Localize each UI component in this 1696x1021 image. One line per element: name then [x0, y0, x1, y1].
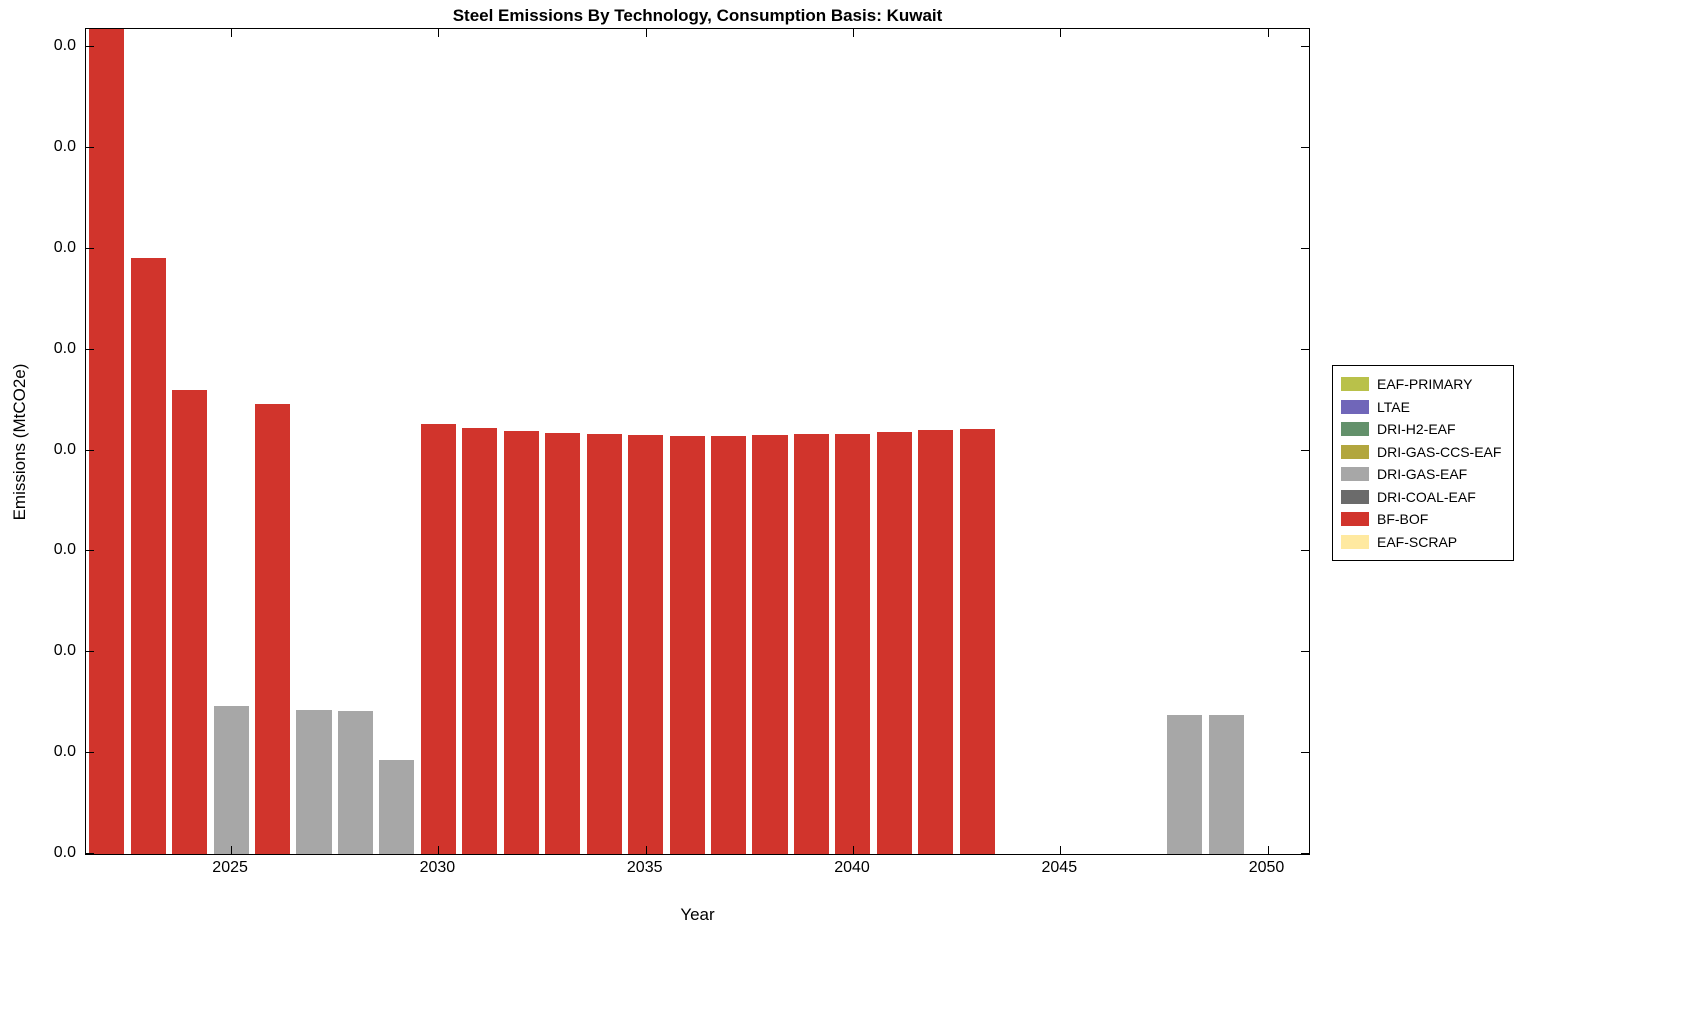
legend-label: DRI-GAS-CCS-EAF [1377, 443, 1502, 460]
y-tick-label: 0.0 [53, 440, 76, 458]
x-tick-label: 2050 [1248, 859, 1285, 876]
x-tick-labels: 2025 2030 2035 2040 2045 2050 [85, 859, 1310, 883]
legend-swatch-eaf-scrap [1341, 534, 1369, 549]
y-tick-label: 0.0 [53, 339, 76, 357]
bar-bf-bof-2030 [420, 424, 456, 854]
x-tick-mark [645, 846, 647, 854]
bar-bf-bof-2031 [462, 428, 498, 854]
y-tick-mark [1301, 449, 1309, 451]
x-tick-mark [1060, 846, 1062, 854]
bar-bf-bof-2033 [545, 433, 581, 854]
y-tick-mark [86, 853, 94, 854]
legend-swatch-ltae [1341, 399, 1369, 414]
legend-swatch-dri-gas-ccs-eaf [1341, 444, 1369, 459]
y-tick-mark [86, 46, 94, 48]
y-tick-mark [86, 651, 94, 653]
legend-label: DRI-COAL-EAF [1377, 488, 1476, 505]
legend-label: LTAE [1377, 398, 1410, 415]
x-tick-mark [853, 846, 854, 854]
y-tick-label: 0.0 [53, 138, 76, 155]
legend: EAF-PRIMARY LTAE DRI-H2-EAF DRI-GAS-CCS-EAF… [1332, 365, 1515, 561]
y-tick-label: 0.0 [53, 642, 76, 660]
legend-label: BF-BOF [1377, 511, 1429, 528]
bar-bf-bof-2039 [793, 434, 830, 854]
x-tick-label: 2025 [212, 859, 248, 876]
x-axis-label: Year [680, 905, 715, 924]
y-tick-label: 0.0 [53, 743, 76, 761]
bar-dri-gas-eaf-2027 [296, 709, 332, 854]
y-tick-mark [86, 247, 94, 249]
x-tick-label: 2035 [626, 859, 663, 876]
bar-dri-gas-eaf-2025 [213, 705, 249, 854]
bar-dri-gas-eaf-2029 [379, 760, 415, 854]
plot-area [85, 28, 1310, 855]
bar-bf-bof-2042 [918, 429, 954, 854]
legend-item-bf-bof: BF-BOF [1341, 508, 1501, 531]
x-tick-label: 2030 [419, 859, 456, 876]
bar-bf-bof-2037 [711, 435, 747, 854]
y-tick-mark [1301, 651, 1309, 653]
bar-bf-bof-2022 [89, 29, 125, 854]
y-tick-mark [1301, 247, 1309, 249]
bar-dri-gas-eaf-2028 [337, 711, 374, 854]
y-tick-label: 0.0 [53, 541, 76, 559]
bar-bf-bof-2035 [628, 434, 664, 854]
legend-swatch-dri-gas-eaf [1341, 467, 1369, 482]
bar-bf-bof-2024 [172, 389, 208, 854]
legend-item-dri-coal-eaf: DRI-COAL-EAF [1341, 486, 1501, 509]
x-tick-mark [438, 846, 440, 854]
y-tick-mark [1301, 147, 1309, 148]
x-tick-mark [853, 29, 854, 37]
y-tick-mark [1301, 550, 1309, 552]
legend-swatch-dri-coal-eaf [1341, 489, 1369, 504]
legend-label: EAF-SCRAP [1377, 533, 1458, 550]
y-tick-mark [86, 348, 94, 350]
x-tick-mark [645, 29, 647, 37]
legend-item-ltae: LTAE [1341, 396, 1501, 419]
bar-bf-bof-2036 [669, 435, 705, 854]
x-tick-label: 2045 [1041, 859, 1078, 876]
y-tick-label: 0.0 [53, 844, 76, 861]
legend-item-eaf-scrap: EAF-SCRAP [1341, 531, 1501, 554]
x-tick-mark [438, 29, 440, 37]
legend-item-dri-gas-ccs-eaf: DRI-GAS-CCS-EAF [1341, 441, 1501, 464]
y-tick-mark [1301, 46, 1309, 48]
legend-swatch-dri-h2-eaf [1341, 422, 1369, 437]
legend-label: DRI-H2-EAF [1377, 421, 1456, 438]
legend-item-eaf-primary: EAF-PRIMARY [1341, 373, 1501, 396]
chart-title: Steel Emissions By Technology, Consumpti… [452, 6, 943, 25]
x-tick-label: 2040 [834, 859, 870, 876]
x-tick-mark [231, 846, 233, 854]
x-tick-mark [1267, 29, 1269, 37]
bar-dri-gas-eaf-2048 [1167, 715, 1203, 854]
y-tick-labels: 0.0 0.0 0.0 0.0 0.0 0.0 0.0 0.0 0.0 [0, 28, 77, 861]
y-tick-mark [86, 147, 94, 148]
bar-bf-bof-2026 [254, 404, 291, 854]
x-tick-mark [231, 29, 233, 37]
y-tick-mark [86, 550, 94, 552]
bar-bf-bof-2032 [503, 430, 539, 854]
bar-bf-bof-2041 [876, 432, 912, 854]
y-tick-mark [1301, 752, 1309, 754]
y-tick-label: 0.0 [53, 37, 76, 55]
legend-swatch-bf-bof [1341, 512, 1369, 527]
bar-bf-bof-2038 [752, 434, 788, 854]
legend-label: DRI-GAS-EAF [1377, 466, 1468, 483]
legend-label: EAF-PRIMARY [1377, 376, 1473, 393]
y-tick-label: 0.0 [53, 238, 76, 256]
bar-dri-gas-eaf-2049 [1208, 715, 1244, 854]
bar-bf-bof-2043 [959, 429, 995, 854]
y-tick-mark [1301, 348, 1309, 350]
y-tick-mark [86, 752, 94, 754]
legend-item-dri-h2-eaf: DRI-H2-EAF [1341, 418, 1501, 441]
bar-bf-bof-2040 [835, 434, 871, 854]
bar-bf-bof-2023 [130, 258, 166, 854]
x-tick-mark [1060, 29, 1062, 37]
y-tick-mark [1301, 853, 1309, 854]
legend-item-dri-gas-eaf: DRI-GAS-EAF [1341, 463, 1501, 486]
x-tick-mark [1267, 846, 1269, 854]
y-tick-mark [86, 449, 94, 451]
legend-swatch-eaf-primary [1341, 377, 1369, 392]
bar-bf-bof-2034 [586, 434, 622, 854]
